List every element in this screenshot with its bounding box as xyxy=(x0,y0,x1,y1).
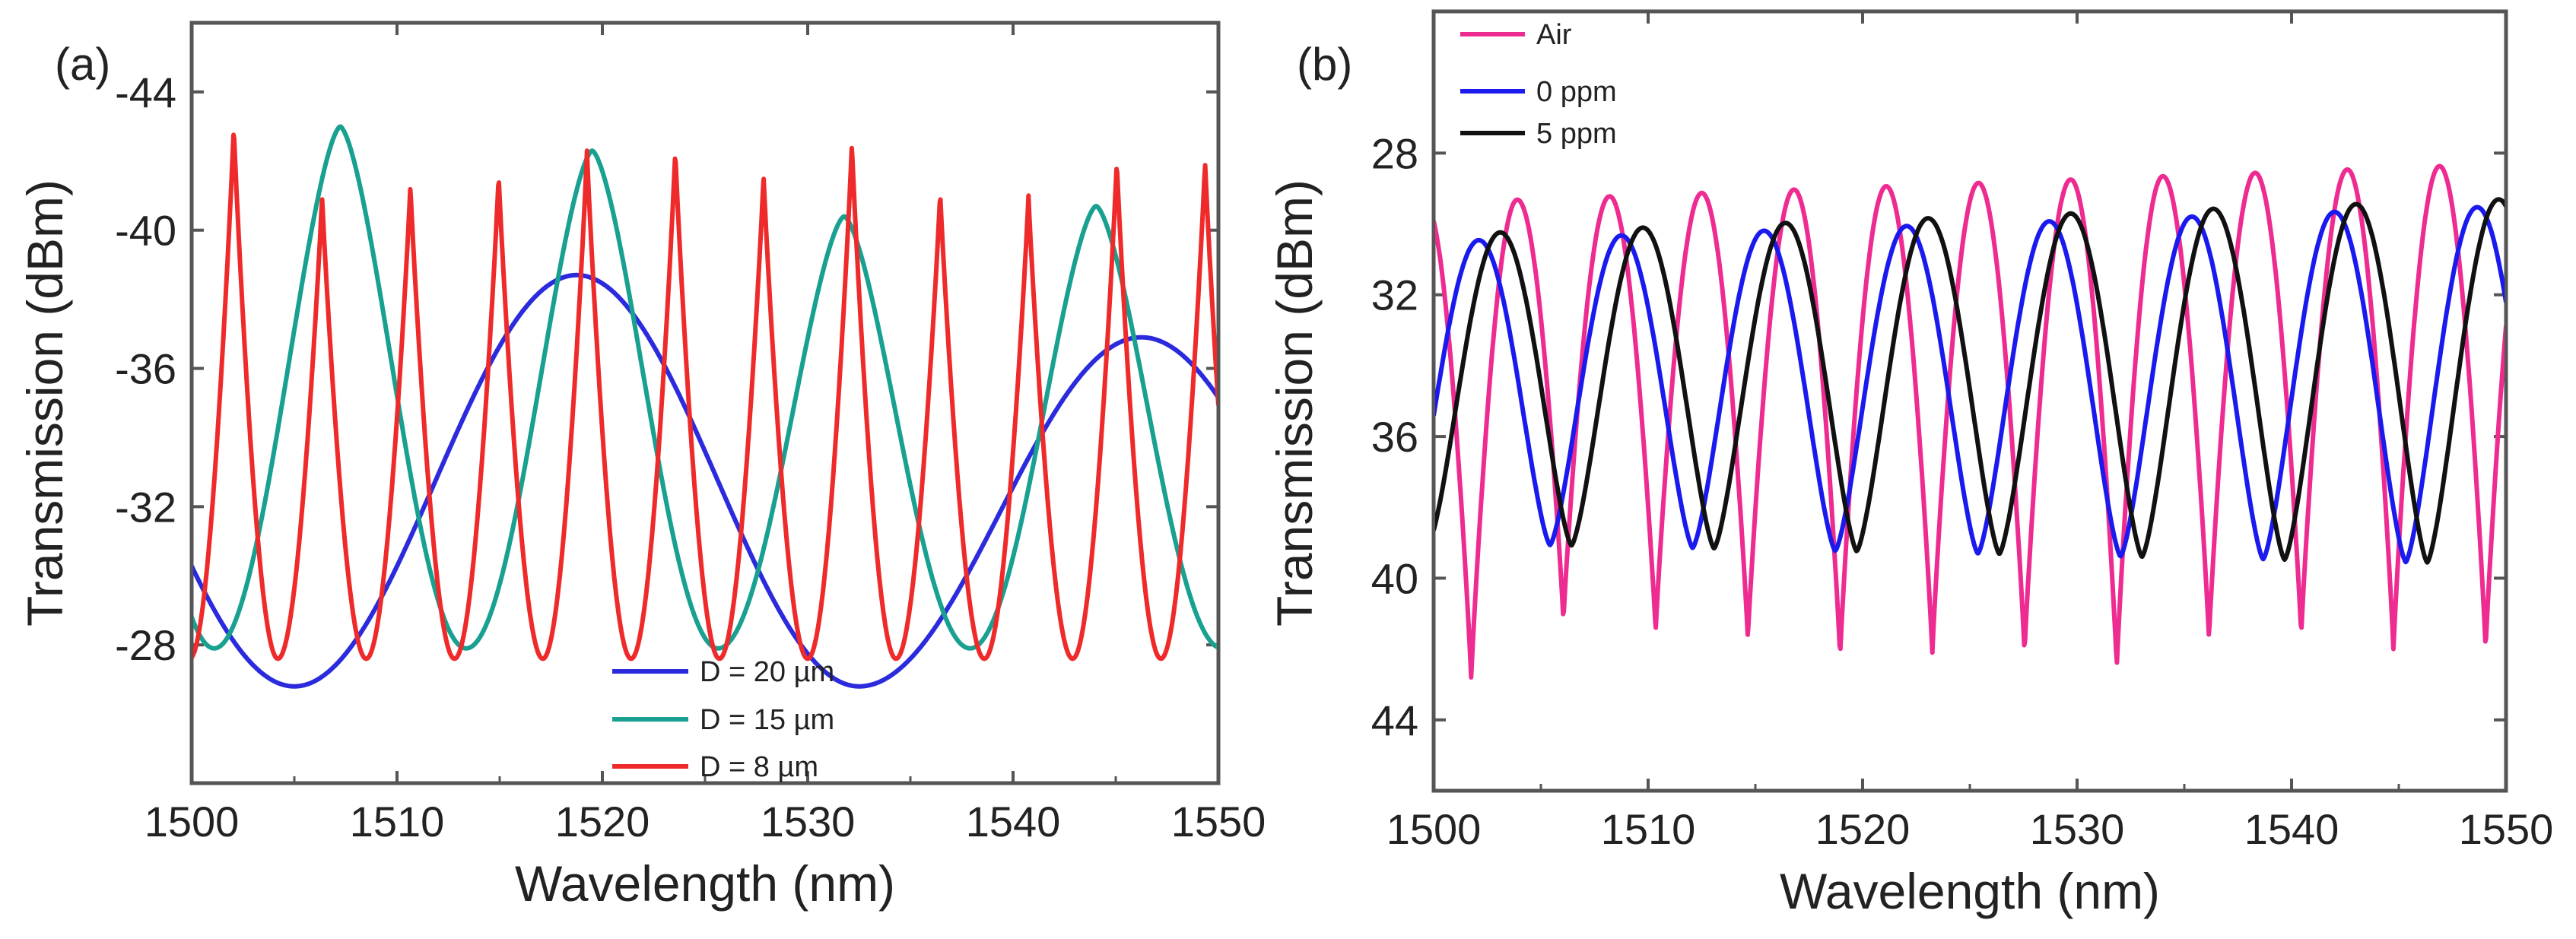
panel-a-y-axis-title: Transmission (dBm) xyxy=(17,179,73,627)
panel-b-y-tick-label: 40 xyxy=(1371,554,1418,602)
panel-a: (a) 1500 1510 1520 1530 1540 1550 -28 -32 -36 -40… xyxy=(17,21,1266,912)
panel-a-series-line-0 xyxy=(193,272,1217,689)
panel-b-label: (b) xyxy=(1297,39,1352,90)
panel-a-legend-label-d8: D = 8 µm xyxy=(700,751,818,783)
panel-b-x-tick-label: 1530 xyxy=(2030,805,2125,853)
panel-b-legend-label-5ppm: 5 ppm xyxy=(1536,118,1617,150)
panel-b-legend-label-0ppm: 0 ppm xyxy=(1536,76,1617,108)
panel-a-x-axis-title: Wavelength (nm) xyxy=(515,855,895,912)
panel-a-legend-label-d15: D = 15 µm xyxy=(700,704,834,736)
panel-b-legend-label-air: Air xyxy=(1536,19,1572,51)
panel-b-y-tick-label: 36 xyxy=(1371,413,1418,461)
panel-a-y-tick-label: -40 xyxy=(115,207,176,255)
panel-a-y-tick-label: -28 xyxy=(115,621,176,669)
panel-a-series-line-1 xyxy=(193,124,1217,651)
panel-a-legend: D = 20 µm D = 15 µm D = 8 µm xyxy=(612,656,834,783)
panel-b-y-tick-label: 32 xyxy=(1371,271,1418,319)
panel-a-y-tick-label: -32 xyxy=(115,483,176,531)
panel-a-x-tick-label: 1500 xyxy=(145,798,240,845)
panel-a-legend-label-d20: D = 20 µm xyxy=(700,656,834,688)
panel-a-x-tick-label: 1550 xyxy=(1171,798,1266,845)
panel-a-x-tick-label: 1510 xyxy=(350,798,445,845)
panel-a-x-tick-label: 1530 xyxy=(761,798,856,845)
panel-a-x-tick-label: 1540 xyxy=(966,798,1061,845)
panel-b-x-tick-label: 1520 xyxy=(1815,805,1911,853)
panel-b-x-tick-label: 1540 xyxy=(2244,805,2339,853)
panel-b-x-axis-title: Wavelength (nm) xyxy=(1780,863,2160,919)
panel-a-series-line-2 xyxy=(193,132,1217,661)
panel-b-y-tick-label: 28 xyxy=(1371,129,1418,177)
panel-a-x-tick-label: 1520 xyxy=(555,798,650,845)
panel-b-y-tick-label: 44 xyxy=(1371,696,1418,744)
panel-b-x-tick-label: 1500 xyxy=(1386,805,1482,853)
panel-b-x-tick-label: 1510 xyxy=(1601,805,1696,853)
panel-b-legend: Air 0 ppm 5 ppm xyxy=(1460,19,1617,150)
panel-b-y-axis-title: Transmission (dBm) xyxy=(1266,179,1323,627)
panel-b-series-line-0 xyxy=(1435,163,2505,680)
panel-a-label: (a) xyxy=(55,39,110,90)
panel-b-x-tick-label: 1550 xyxy=(2459,805,2554,853)
panel-b-series-line-1 xyxy=(1435,205,2505,565)
panel-a-y-tick-label: -44 xyxy=(115,68,176,116)
panel-a-y-tick-label: -36 xyxy=(115,345,176,393)
panel-b: (b) 1500 1510 1520 1530 1540 1550 28 32 36 40 44 W… xyxy=(1266,9,2554,919)
panel-b-series-line-2 xyxy=(1435,197,2505,565)
